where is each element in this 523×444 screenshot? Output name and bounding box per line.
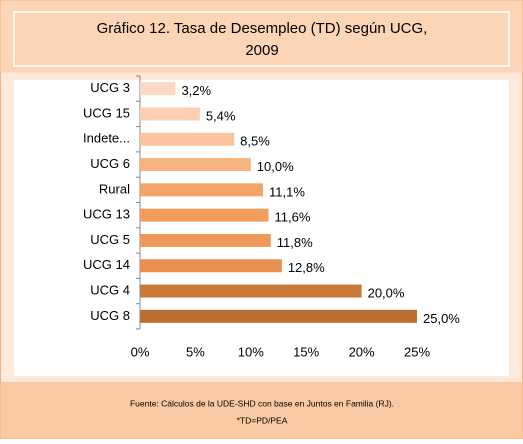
x-tick-label: 10% [238,344,264,359]
bar [140,284,362,298]
y-tick-label: UCG 4 [90,282,130,297]
x-tick-label: 5% [186,344,205,359]
footer-band [0,382,523,439]
value-label: 11,6% [275,210,311,225]
bar [140,208,269,222]
bar [140,158,251,172]
chart-title: Gráfico 12. Tasa de Desempleo (TD) según… [97,20,428,37]
y-tick-label: UCG 15 [83,105,130,120]
x-tick-label: 15% [293,344,319,359]
y-tick-label: UCG 3 [90,80,130,95]
title-box [13,11,510,67]
bar [140,259,282,273]
x-tick-label: 0% [131,344,150,359]
x-tick-label: 20% [349,344,375,359]
value-label: 3,2% [181,83,211,98]
value-label: 5,4% [206,108,236,123]
y-tick-label: UCG 14 [83,257,130,272]
bar [140,183,263,197]
y-tick-label: UCG 8 [90,308,130,323]
bar [140,82,176,96]
y-tick-label: Rural [99,181,130,196]
value-label: 12,8% [288,260,325,275]
y-tick-label: UCG 13 [83,207,130,222]
chart-title: 2009 [245,42,278,59]
footnote: *TD=PD/PEA [237,415,288,425]
bar [140,233,271,247]
value-label: 11,8% [277,235,313,250]
y-tick-label: UCG 6 [90,156,130,171]
value-label: 10,0% [257,159,294,174]
bar [140,132,235,146]
x-tick-label: 25% [404,344,430,359]
bar [140,309,417,323]
y-tick-label: Indete... [83,131,130,146]
footnote: Fuente: Cálculos de la UDE-SHD con base … [130,398,394,408]
value-label: 11,1% [269,184,305,199]
value-label: 20,0% [368,285,405,300]
value-label: 25,0% [423,311,460,326]
plot-area [14,80,509,376]
bar [140,107,200,121]
value-label: 8,5% [240,134,270,149]
y-tick-label: UCG 5 [90,232,130,247]
